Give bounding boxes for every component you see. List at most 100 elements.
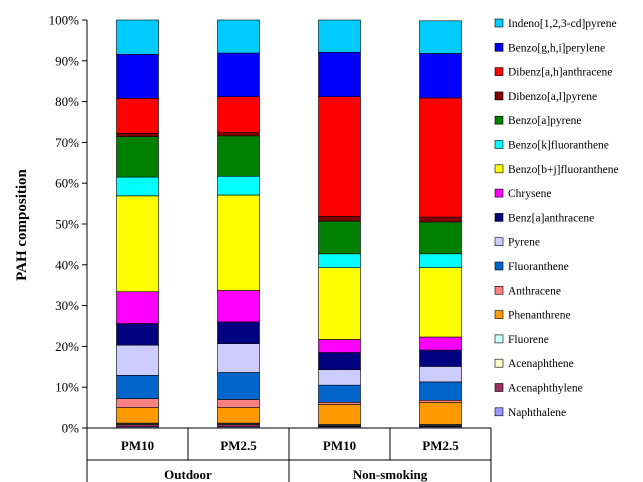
bar-segment: [318, 352, 361, 370]
y-tick-label: 90%: [55, 53, 79, 68]
bar-segment: [318, 220, 361, 255]
legend-swatch: [494, 140, 504, 149]
bar-segment: [318, 369, 361, 386]
x-group-label: Non-smoking: [353, 467, 428, 482]
y-tick-label: 70%: [55, 135, 79, 150]
legend-label: Fluoranthene: [508, 261, 569, 273]
bar-segment: [419, 336, 462, 351]
bar-segment: [419, 401, 462, 425]
legend-label: Benzo[k]fluoranthene: [508, 140, 609, 152]
bar-segment: [116, 424, 159, 428]
legend-swatch: [494, 285, 504, 295]
legend-label: Benz[a]anthracene: [508, 212, 594, 224]
y-tick-label: 0%: [62, 421, 80, 436]
bar-segment: [116, 398, 159, 408]
y-tick-label: 50%: [55, 217, 79, 232]
legend-label: Phenanthrene: [508, 310, 571, 322]
bar-segment: [217, 175, 260, 196]
bar-segment: [116, 98, 159, 134]
legend-swatch: [494, 115, 504, 125]
y-tick-label: 30%: [55, 298, 79, 313]
bar-segment: [217, 424, 260, 428]
bar-segment: [419, 97, 462, 218]
x-category-label: PM2.5: [220, 438, 257, 453]
x-group-label: Outdoor: [164, 467, 212, 482]
bar-segment: [217, 19, 260, 54]
y-tick-label: 40%: [55, 257, 79, 272]
y-tick-label: 10%: [55, 380, 79, 395]
legend-label: Dibenz[a,h]anthracene: [508, 67, 612, 79]
bar-segment: [419, 381, 462, 401]
x-category-label: PM10: [121, 438, 154, 453]
bar-segment: [318, 215, 361, 222]
bar-segment: [116, 19, 159, 55]
axes: 0% 10% 20% 30% 40% 50% 60% 70% 80% 90% 100% PM10 PM2…: [49, 13, 492, 482]
bar-segment: [116, 344, 159, 376]
legend-swatch: [494, 310, 504, 319]
legend-label: Benzo[b+j]fluoranthene: [508, 164, 619, 176]
legend-swatch: [494, 237, 504, 246]
legend-swatch: [494, 383, 504, 392]
bar-segment: [419, 253, 462, 268]
bar-segment: [419, 216, 462, 223]
bar-segment: [116, 407, 159, 424]
legend-swatch: [494, 213, 504, 222]
bar-segment: [116, 195, 159, 293]
legend-swatch: [494, 18, 504, 28]
legend-label: Dibenzo[a,l]pyrene: [508, 91, 597, 103]
bar-segment: [116, 53, 159, 99]
bar-segment: [318, 19, 361, 53]
bar-segment: [419, 20, 462, 54]
legend-label: Acenaphthylene: [508, 383, 583, 395]
bar-segment: [217, 407, 260, 424]
bar-segment: [116, 291, 159, 324]
bar-segment: [116, 136, 159, 178]
bar-segment: [217, 372, 260, 400]
legend-label: Acenaphthene: [508, 358, 574, 370]
bar-segment: [217, 399, 260, 408]
bar-segment: [217, 52, 260, 98]
bar-segment: [217, 194, 260, 291]
legend: Indeno[1,2,3-cd]pyrene Benzo[g,h,i]peryle…: [494, 18, 619, 419]
legend-label: Fluorene: [508, 334, 549, 346]
legend-swatch: [494, 334, 504, 344]
bar-segment: [318, 51, 361, 98]
x-category-label: PM10: [323, 438, 356, 453]
legend-swatch: [494, 188, 504, 198]
bar-segment: [419, 221, 462, 255]
legend-label: Naphthalene: [508, 407, 566, 419]
bar-segment: [419, 399, 462, 403]
bar-segment: [217, 96, 260, 133]
bar-segment: [419, 267, 462, 338]
legend-label: Indeno[1,2,3-cd]pyrene: [508, 18, 617, 30]
legend-swatch: [494, 42, 504, 52]
bar-segment: [318, 339, 361, 353]
legend-swatch: [494, 91, 504, 101]
bar-segment: [116, 323, 159, 346]
bar-segment: [116, 176, 159, 197]
bar-segment: [217, 321, 260, 344]
y-tick-label: 100%: [49, 13, 80, 28]
bar-segment: [318, 404, 361, 425]
legend-label: Anthracene: [508, 285, 561, 297]
legend-swatch: [494, 358, 504, 368]
bar-segment: [419, 366, 462, 383]
x-category-label: PM2.5: [422, 438, 459, 453]
bar-segment: [318, 267, 361, 340]
y-axis-label: PAH composition: [14, 168, 30, 280]
bar-segment: [217, 132, 260, 137]
bar-segment: [318, 401, 361, 405]
legend-label: Benzo[a]pyrene: [508, 115, 581, 127]
bar-segment: [217, 290, 260, 323]
legend-label: Pyrene: [508, 237, 540, 249]
bar-segment: [419, 349, 462, 367]
legend-swatch: [494, 67, 504, 76]
y-tick-label: 20%: [55, 339, 79, 354]
y-tick-label: 60%: [55, 176, 79, 191]
bar-segment: [116, 133, 159, 137]
y-tick-label: 80%: [55, 94, 79, 109]
legend-label: Chrysene: [508, 188, 551, 200]
legend-swatch: [494, 407, 504, 417]
bar-segment: [318, 384, 361, 403]
